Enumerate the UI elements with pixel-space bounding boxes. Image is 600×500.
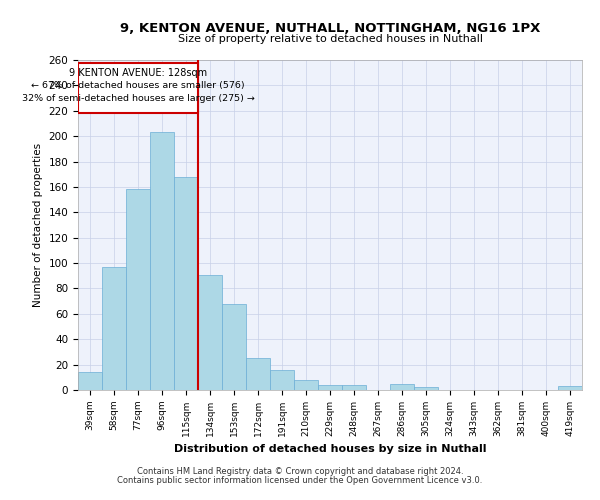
Bar [150,132,174,390]
Bar [78,62,198,114]
Bar [222,304,246,390]
Y-axis label: Number of detached properties: Number of detached properties [33,143,43,307]
Bar [318,385,342,390]
Bar [246,358,270,390]
Bar [198,274,222,390]
Text: 32% of semi-detached houses are larger (275) →: 32% of semi-detached houses are larger (… [22,94,254,102]
Bar [414,388,438,390]
Bar [390,384,414,390]
Text: ← 67% of detached houses are smaller (576): ← 67% of detached houses are smaller (57… [31,81,245,90]
Bar [270,370,294,390]
Bar [294,380,318,390]
Text: Size of property relative to detached houses in Nuthall: Size of property relative to detached ho… [178,34,482,44]
Bar [342,385,366,390]
Text: 9 KENTON AVENUE: 128sqm: 9 KENTON AVENUE: 128sqm [69,68,207,78]
Text: 9, KENTON AVENUE, NUTHALL, NOTTINGHAM, NG16 1PX: 9, KENTON AVENUE, NUTHALL, NOTTINGHAM, N… [120,22,540,36]
Bar [126,190,150,390]
Bar [174,177,198,390]
Bar [102,267,126,390]
Bar [78,372,102,390]
Text: Contains public sector information licensed under the Open Government Licence v3: Contains public sector information licen… [118,476,482,485]
Bar [558,386,582,390]
Text: Contains HM Land Registry data © Crown copyright and database right 2024.: Contains HM Land Registry data © Crown c… [137,467,463,476]
X-axis label: Distribution of detached houses by size in Nuthall: Distribution of detached houses by size … [174,444,486,454]
